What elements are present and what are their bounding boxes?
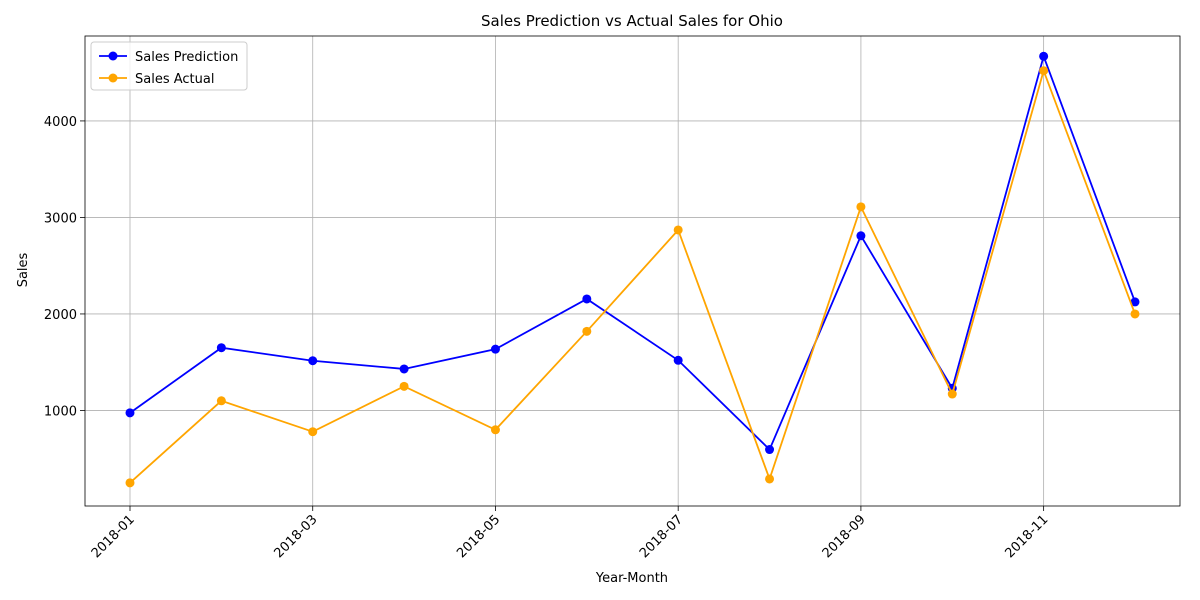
grid-lines [85, 36, 1180, 506]
sales-prediction-point [856, 231, 866, 241]
sales-prediction-point [1039, 51, 1049, 61]
y-tick: 1000 [44, 404, 85, 419]
sales-actual-point [308, 427, 318, 437]
x-tick-label: 2018-03 [272, 512, 321, 561]
x-tick: 2018-09 [820, 506, 869, 561]
y-tick-label: 1000 [44, 404, 77, 419]
x-tick-label: 2018-01 [89, 512, 138, 561]
y-tick-label: 3000 [44, 211, 77, 226]
series-sales-actual [125, 66, 1140, 488]
series-sales-prediction [125, 51, 1140, 455]
sales-prediction-point [673, 355, 683, 365]
sales-prediction-point [399, 364, 409, 374]
sales-actual-point [399, 381, 409, 391]
series-layer [125, 51, 1140, 488]
x-tick: 2018-11 [1002, 506, 1051, 561]
legend-swatch-marker [108, 51, 118, 61]
y-tick-label: 2000 [44, 308, 77, 323]
sales-actual-point [125, 478, 135, 488]
legend: Sales Prediction Sales Actual [90, 41, 248, 91]
chart-title: Sales Prediction vs Actual Sales for Ohi… [481, 12, 783, 30]
sales-prediction-point [1130, 297, 1140, 307]
sales-prediction-point [308, 356, 318, 366]
legend-label: Sales Actual [135, 72, 214, 87]
y-tick: 2000 [44, 308, 85, 323]
legend-swatch-marker [108, 73, 118, 83]
x-tick-label: 2018-05 [454, 512, 503, 561]
legend-item-sales-prediction: Sales Prediction [99, 50, 238, 65]
legend-item-sales-actual: Sales Actual [99, 72, 214, 87]
y-axis-label: Sales [16, 252, 31, 287]
sales-actual-point [1039, 66, 1049, 76]
x-tick: 2018-05 [454, 506, 503, 561]
sales-actual-point [673, 225, 683, 235]
sales-actual-point [856, 202, 866, 212]
sales-actual-point [490, 425, 500, 435]
sales-prediction-point [490, 344, 500, 354]
plot-frame [84, 35, 1181, 507]
x-axis: 2018-01 2018-03 2018-05 2018-07 2018-09 2018-… [89, 506, 1051, 561]
legend-box [90, 41, 248, 91]
sales-actual-point [216, 396, 226, 406]
x-tick: 2018-03 [272, 506, 321, 561]
sales-prediction-point [765, 445, 775, 455]
sales-prediction-point [582, 294, 592, 304]
y-tick-label: 4000 [44, 115, 77, 130]
legend-label: Sales Prediction [135, 50, 238, 65]
y-tick: 3000 [44, 211, 85, 226]
sales-prediction-point [125, 408, 135, 418]
x-tick-label: 2018-07 [637, 512, 686, 561]
sales-actual-point [1130, 309, 1140, 319]
y-axis: 1000 2000 3000 4000 [44, 115, 85, 419]
x-tick-label: 2018-09 [820, 512, 869, 561]
sales-actual-point [582, 326, 592, 336]
y-tick: 4000 [44, 115, 85, 130]
sales-actual-point [947, 389, 957, 399]
sales-actual-line [129, 67, 1136, 484]
sales-prediction-point [216, 343, 226, 353]
x-tick: 2018-07 [637, 506, 686, 561]
x-tick-label: 2018-11 [1002, 512, 1051, 561]
sales-prediction-line [129, 53, 1136, 452]
sales-actual-point [765, 474, 775, 484]
x-tick: 2018-01 [89, 506, 138, 561]
x-axis-label: Year-Month [595, 571, 668, 586]
